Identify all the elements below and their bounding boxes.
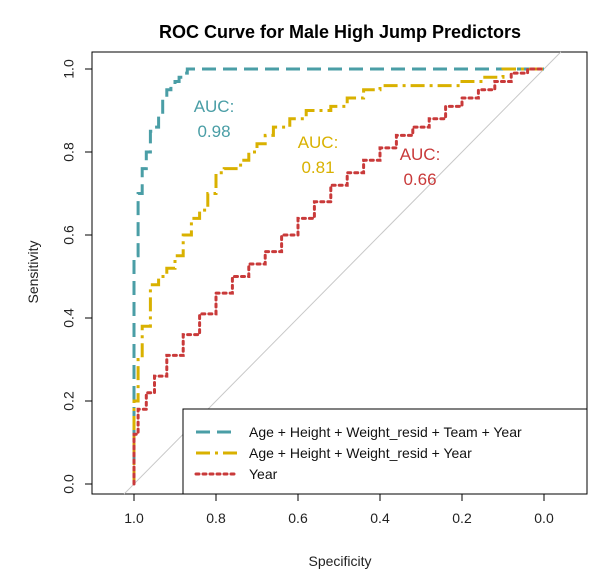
auc-value-1: 0.98 bbox=[197, 122, 230, 141]
x-axis: 1.0 0.8 0.6 0.4 0.2 0.0 bbox=[124, 493, 554, 526]
auc-labels: AUC: 0.98 AUC: 0.81 AUC: 0.66 bbox=[194, 97, 441, 189]
y-tick-label: 0.4 bbox=[61, 308, 77, 328]
x-axis-label: Specificity bbox=[308, 553, 371, 569]
y-axis: 0.0 0.2 0.4 0.6 0.8 1.0 bbox=[61, 59, 93, 494]
x-tick-label: 0.6 bbox=[288, 510, 308, 526]
x-tick-label: 0.8 bbox=[206, 510, 226, 526]
chart-title: ROC Curve for Male High Jump Predictors bbox=[159, 22, 521, 42]
x-tick-label: 1.0 bbox=[124, 510, 144, 526]
x-tick-label: 0.4 bbox=[370, 510, 390, 526]
y-tick-label: 0.6 bbox=[61, 225, 77, 245]
x-tick-label: 0.2 bbox=[452, 510, 472, 526]
auc-label-1: AUC: bbox=[194, 97, 235, 116]
series-line-2 bbox=[132, 67, 544, 484]
legend: Age + Height + Weight_resid + Team + Yea… bbox=[182, 408, 588, 495]
auc-label-3: AUC: bbox=[400, 145, 441, 164]
auc-value-3: 0.66 bbox=[403, 170, 436, 189]
auc-label-2: AUC: bbox=[298, 133, 339, 152]
legend-items: Age + Height + Weight_resid + Team + Yea… bbox=[194, 424, 522, 482]
y-tick-label: 0.2 bbox=[61, 391, 77, 411]
y-tick-label: 1.0 bbox=[61, 59, 77, 79]
series-line-1 bbox=[132, 67, 544, 484]
auc-value-2: 0.81 bbox=[301, 158, 334, 177]
x-tick-label: 0.0 bbox=[534, 510, 554, 526]
y-tick-label: 0.8 bbox=[61, 142, 77, 162]
legend-label-1: Age + Height + Weight_resid + Team + Yea… bbox=[249, 424, 522, 440]
series-layer bbox=[132, 67, 546, 486]
y-axis-label: Sensitivity bbox=[25, 240, 41, 303]
legend-label-3: Year bbox=[249, 466, 278, 482]
y-tick-label: 0.0 bbox=[61, 474, 77, 494]
legend-box bbox=[182, 408, 588, 495]
legend-label-2: Age + Height + Weight_resid + Year bbox=[249, 445, 472, 461]
series-line-3 bbox=[132, 67, 546, 486]
